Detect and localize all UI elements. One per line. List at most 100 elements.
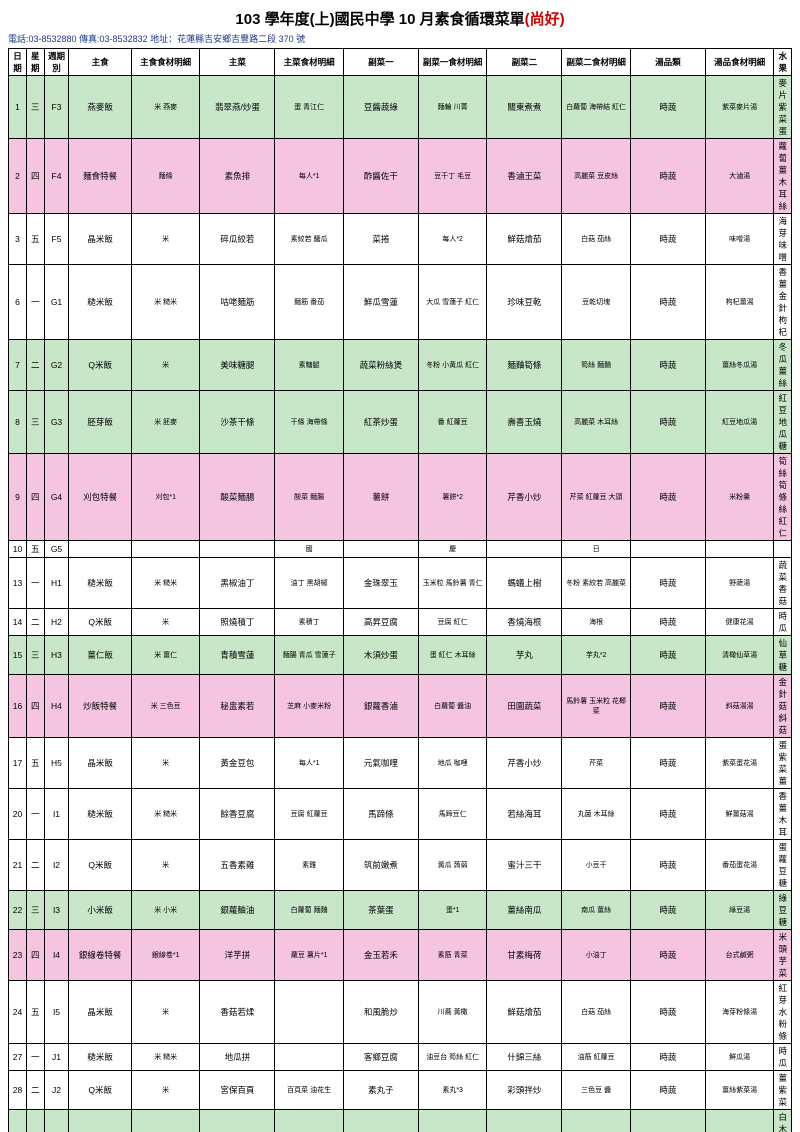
- table-cell: 木須炒蛋: [343, 636, 418, 675]
- table-cell: 川蕎 黃橄: [418, 981, 487, 1044]
- table-cell: 芹菜 紅蘿豆 大頭: [562, 454, 631, 541]
- table-cell: 素積丁: [275, 609, 344, 636]
- table-cell: 筑前嫩煮: [343, 840, 418, 891]
- table-cell: 芹菜: [562, 738, 631, 789]
- table-cell: 五: [27, 738, 44, 789]
- table-cell: 彩頭拌炒: [487, 1071, 562, 1110]
- table-cell: 四: [27, 454, 44, 541]
- table-cell: 13: [9, 558, 27, 609]
- table-cell: 米 紫米: [131, 1110, 200, 1132]
- header-cell: 副菜二: [487, 49, 562, 76]
- table-cell: 綠豆 糖: [774, 891, 792, 930]
- table-cell: 米 糙米: [131, 265, 200, 340]
- table-cell: 碎瓜絞若: [200, 214, 275, 265]
- table-cell: 一: [27, 1044, 44, 1071]
- table-cell: 五: [27, 981, 44, 1044]
- table-cell: 蛋 紫菜 薑: [774, 738, 792, 789]
- table-cell: 芋丸*2: [562, 636, 631, 675]
- table-cell: 8: [9, 391, 27, 454]
- table-cell: 刈包*1: [131, 454, 200, 541]
- table-cell: H5: [44, 738, 69, 789]
- table-cell: 銀線卷*1: [131, 930, 200, 981]
- header-cell: 週期別: [44, 49, 69, 76]
- table-cell: 枸杞薑湯: [705, 265, 774, 340]
- table-cell: G3: [44, 391, 69, 454]
- table-cell: 6: [9, 265, 27, 340]
- table-cell: 23: [9, 930, 27, 981]
- table-cell: 三: [27, 891, 44, 930]
- table-cell: 薑仁飯: [69, 636, 131, 675]
- table-cell: 紅豆地瓜湯: [705, 391, 774, 454]
- table-cell: 味噌湯: [705, 214, 774, 265]
- menu-table: 日期星期週期別主食主食食材明細主菜主菜食材明細副菜一副菜一食材明細副菜二副菜二食…: [8, 48, 792, 1132]
- table-cell: [200, 541, 275, 558]
- table-cell: Q米飯: [69, 840, 131, 891]
- table-cell: 28: [9, 1071, 27, 1110]
- table-cell: 時蔬: [630, 609, 705, 636]
- table-cell: 枸杞銀耳湯: [705, 1110, 774, 1132]
- table-cell: 二: [27, 609, 44, 636]
- table-cell: 晶米飯: [69, 738, 131, 789]
- table-cell: 每人*1: [275, 738, 344, 789]
- table-cell: 麥片 紫菜 蛋: [774, 76, 792, 139]
- table-cell: [774, 541, 792, 558]
- table-cell: 米 小米: [131, 891, 200, 930]
- table-cell: 筍絲 麵麯: [562, 340, 631, 391]
- table-cell: 銀芽: [418, 1110, 487, 1132]
- table-cell: 米 糙米: [131, 1044, 200, 1071]
- table-cell: 白木耳 紅仁 糖: [774, 1110, 792, 1132]
- table-row: 9四G4刈包特餐刈包*1酸菜麵腸酸菜 麵腸薯餅薯餅*2芹香小炒芹菜 紅蘿豆 大頭…: [9, 454, 792, 541]
- table-cell: 白蘿蔔 醬油: [418, 675, 487, 738]
- table-cell: 菇嗜玉米: [487, 1110, 562, 1132]
- table-cell: 番 紅蘿豆: [418, 391, 487, 454]
- table-cell: I3: [44, 891, 69, 930]
- table-cell: 海芽粉條湯: [705, 981, 774, 1044]
- table-cell: 糙米飯: [69, 558, 131, 609]
- table-cell: 蔬菜 香菇: [774, 558, 792, 609]
- table-cell: 仙草 糖: [774, 636, 792, 675]
- table-cell: 鮮菇燴茄: [487, 214, 562, 265]
- table-cell: 蜜汁三干: [487, 840, 562, 891]
- table-cell: 五: [27, 214, 44, 265]
- table-cell: 冬粉 素絞若 高麗菜: [562, 558, 631, 609]
- table-cell: J2: [44, 1071, 69, 1110]
- table-cell: 時蔬: [630, 265, 705, 340]
- table-cell: 時蔬: [630, 340, 705, 391]
- table-row: 1三F3燕麥飯米 燕麥翡翠燕/炒蛋蛋 青江仁豆醬蔬綠麵輪 川菁關東煮煮白蘿蔔 海…: [9, 76, 792, 139]
- table-cell: [343, 541, 418, 558]
- table-cell: 燕麥飯: [69, 76, 131, 139]
- table-cell: 9: [9, 454, 27, 541]
- table-row: 7二G2Q米飯米美味糖腿素糖腿蔬菜粉絲煲冬粉 小黃瓜 紅仁麵麯筍條筍絲 麵麯時蔬…: [9, 340, 792, 391]
- table-cell: 三色豆 醬: [562, 1071, 631, 1110]
- table-cell: 時蔬: [630, 454, 705, 541]
- table-cell: 白蘿蔔 麵麯: [275, 891, 344, 930]
- table-cell: 扁皮銀芽: [343, 1110, 418, 1132]
- table-cell: 素丸子: [343, 1071, 418, 1110]
- table-cell: 薑絲紫菜湯: [705, 1071, 774, 1110]
- table-cell: [487, 541, 562, 558]
- table-cell: 麵輪 川菁: [418, 76, 487, 139]
- table-row: 6一G1糙米飯米 糙米咕咾麵筋麵筋 番茄鮮瓜雪蓮大瓜 雪蓮子 紅仁珍味豆乾豆乾切…: [9, 265, 792, 340]
- table-cell: 15: [9, 636, 27, 675]
- table-cell: 時蔬: [630, 76, 705, 139]
- header-cell: 星期: [27, 49, 44, 76]
- title-main: 103 學年度(上)國民中學 10 月素食循環菜單: [235, 11, 524, 28]
- table-cell: 高昇豆腐: [343, 609, 418, 636]
- table-cell: 慶: [418, 541, 487, 558]
- table-cell: 香燒海根: [487, 609, 562, 636]
- header-cell: 水果: [774, 49, 792, 76]
- table-cell: I2: [44, 840, 69, 891]
- table-row: 2四F4麵食特餐麵條素魚排每人*1酢醬佐干豆干丁 毛豆香滷王菜高麗菜 豆皮絲時蔬…: [9, 139, 792, 214]
- table-row: 15三H3薑仁飯米 薑仁青積雪蓮麵腸 青瓜 雪蓮子木須炒蛋蛋 紅仁 木耳絲芋丸芋…: [9, 636, 792, 675]
- table-cell: 秘盅素若: [200, 675, 275, 738]
- table-cell: 玉米粒 馬鈴薯 青仁: [418, 558, 487, 609]
- table-cell: 素絞若 醬瓜: [275, 214, 344, 265]
- table-cell: 米 燕麥: [131, 76, 200, 139]
- table-cell: 三: [27, 636, 44, 675]
- table-cell: 素糖腿: [275, 340, 344, 391]
- table-cell: 健康花湯: [705, 609, 774, 636]
- table-cell: 14: [9, 609, 27, 636]
- table-cell: 米 糙米: [131, 789, 200, 840]
- table-cell: 香菇若煣: [200, 981, 275, 1044]
- table-cell: 時蔬: [630, 789, 705, 840]
